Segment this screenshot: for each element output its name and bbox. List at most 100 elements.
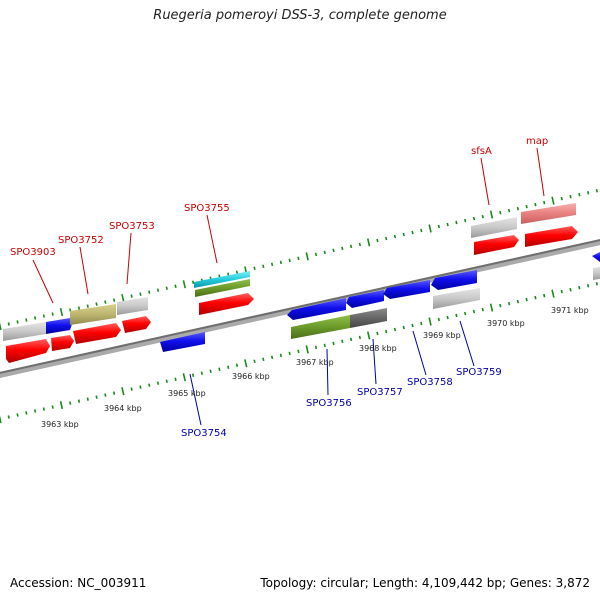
gene-cyan-1 bbox=[194, 271, 250, 288]
gene-label-spo3758: SPO3758 bbox=[407, 377, 453, 388]
ruler-major-tick bbox=[59, 400, 64, 410]
gene-red-4 bbox=[122, 316, 151, 333]
ruler-minor-tick bbox=[227, 365, 230, 370]
ruler-minor-tick bbox=[578, 285, 581, 290]
ruler-major-tick bbox=[121, 294, 125, 303]
ruler-minor-tick bbox=[455, 313, 458, 318]
ruler-minor-tick bbox=[253, 266, 256, 271]
gene-grey-3 bbox=[471, 217, 517, 238]
ruler-major-tick bbox=[0, 415, 2, 424]
ruler-minor-tick bbox=[595, 188, 598, 193]
ruler-minor-tick bbox=[446, 315, 449, 320]
ruler-label-3970: 3970 kbp bbox=[487, 319, 525, 328]
ruler-minor-tick bbox=[104, 300, 107, 304]
ruler-minor-tick bbox=[25, 411, 28, 415]
ruler-minor-tick bbox=[525, 297, 528, 302]
ruler-minor-tick bbox=[411, 230, 414, 235]
ruler-minor-tick bbox=[297, 349, 300, 354]
ruler-minor-tick bbox=[481, 214, 484, 219]
ruler-minor-tick bbox=[516, 206, 519, 211]
ruler-major-tick bbox=[305, 252, 309, 261]
ruler-label-3964: 3964 kbp bbox=[104, 404, 142, 413]
ruler-minor-tick bbox=[16, 320, 19, 324]
ruler-label-3968: 3968 kbp bbox=[359, 344, 397, 353]
ruler-minor-tick bbox=[499, 303, 502, 308]
ruler-minor-tick bbox=[464, 311, 467, 316]
ruler-minor-tick bbox=[464, 218, 467, 223]
ruler-minor-tick bbox=[560, 196, 563, 201]
ruler-minor-tick bbox=[262, 264, 265, 269]
ruler-minor-tick bbox=[481, 307, 484, 312]
ruler-minor-tick bbox=[191, 373, 195, 377]
ruler-minor-tick bbox=[534, 202, 537, 207]
ruler-minor-tick bbox=[376, 331, 379, 336]
ruler-minor-tick bbox=[156, 288, 160, 292]
ruler-label-3966: 3966 kbp bbox=[232, 372, 270, 381]
gene-label-sfsa: sfsA bbox=[471, 146, 492, 157]
forward-genes bbox=[3, 203, 600, 363]
ruler-minor-tick bbox=[385, 236, 388, 241]
ruler-minor-tick bbox=[402, 325, 405, 330]
ruler-minor-tick bbox=[7, 415, 10, 419]
ruler-minor-tick bbox=[595, 281, 598, 286]
gene-grey-4 bbox=[593, 266, 600, 280]
ruler-minor-tick bbox=[349, 244, 353, 249]
ruler-minor-tick bbox=[235, 363, 239, 368]
ruler-minor-tick bbox=[349, 337, 353, 342]
ruler-label-3969: 3969 kbp bbox=[423, 331, 461, 340]
ruler-minor-tick bbox=[341, 246, 344, 251]
ruler-minor-tick bbox=[578, 192, 581, 197]
label-leaders bbox=[32, 147, 545, 426]
ruler-minor-tick bbox=[507, 301, 511, 306]
ruler-minor-tick bbox=[148, 383, 151, 387]
ruler-minor-tick bbox=[51, 312, 54, 316]
ruler-minor-tick bbox=[586, 283, 590, 288]
ruler-minor-tick bbox=[376, 238, 379, 243]
ruler-minor-tick bbox=[341, 339, 344, 344]
ruler-minor-tick bbox=[69, 401, 72, 405]
ruler-minor-tick bbox=[51, 405, 54, 409]
ruler-minor-tick bbox=[209, 369, 212, 373]
ruler-minor-tick bbox=[560, 289, 563, 294]
gene-label-spo3752: SPO3752 bbox=[58, 235, 104, 246]
gene-label-spo3759: SPO3759 bbox=[456, 367, 502, 378]
gene-blue-1 bbox=[46, 318, 72, 334]
ruler-minor-tick bbox=[270, 355, 274, 360]
gene-label-spo3903: SPO3903 bbox=[10, 247, 56, 258]
ruler-minor-tick bbox=[42, 314, 46, 318]
ruler-minor-tick bbox=[200, 371, 204, 375]
ruler-minor-tick bbox=[420, 228, 423, 233]
gene-label-spo3754: SPO3754 bbox=[181, 428, 227, 439]
gene-label-spo3757: SPO3757 bbox=[357, 387, 403, 398]
gene-green-2 bbox=[291, 315, 350, 339]
ruler-minor-tick bbox=[156, 381, 160, 385]
ruler-minor-tick bbox=[139, 292, 142, 296]
ruler-minor-tick bbox=[534, 295, 537, 300]
ruler-major-tick bbox=[551, 196, 555, 205]
ruler-minor-tick bbox=[86, 397, 89, 401]
ruler-minor-tick bbox=[288, 258, 291, 263]
ruler-major-tick bbox=[305, 345, 309, 354]
ruler-major-tick bbox=[121, 387, 125, 396]
ruler-minor-tick bbox=[165, 286, 168, 290]
gene-red-2 bbox=[51, 335, 74, 351]
gene-grey-2 bbox=[117, 297, 148, 315]
genome-title: Ruegeria pomeroyi DSS-3, complete genome bbox=[153, 8, 447, 23]
ruler-minor-tick bbox=[472, 309, 476, 314]
ruler-minor-tick bbox=[148, 290, 151, 294]
ruler-minor-tick bbox=[112, 391, 116, 395]
ruler-minor-tick bbox=[279, 353, 283, 358]
ruler-minor-tick bbox=[95, 395, 98, 399]
ruler-minor-tick bbox=[455, 220, 458, 225]
ruler-minor-tick bbox=[130, 294, 133, 298]
ruler-minor-tick bbox=[270, 262, 274, 267]
gene-red-6 bbox=[474, 235, 519, 255]
ruler-minor-tick bbox=[358, 335, 362, 340]
ruler-minor-tick bbox=[332, 341, 335, 346]
ruler-minor-tick bbox=[174, 377, 177, 381]
gene-grey-1 bbox=[3, 322, 46, 341]
ruler-minor-tick bbox=[420, 321, 423, 326]
ruler-minor-tick bbox=[437, 317, 441, 322]
forward-strand-ruler bbox=[0, 188, 598, 331]
ruler-minor-tick bbox=[104, 393, 107, 397]
